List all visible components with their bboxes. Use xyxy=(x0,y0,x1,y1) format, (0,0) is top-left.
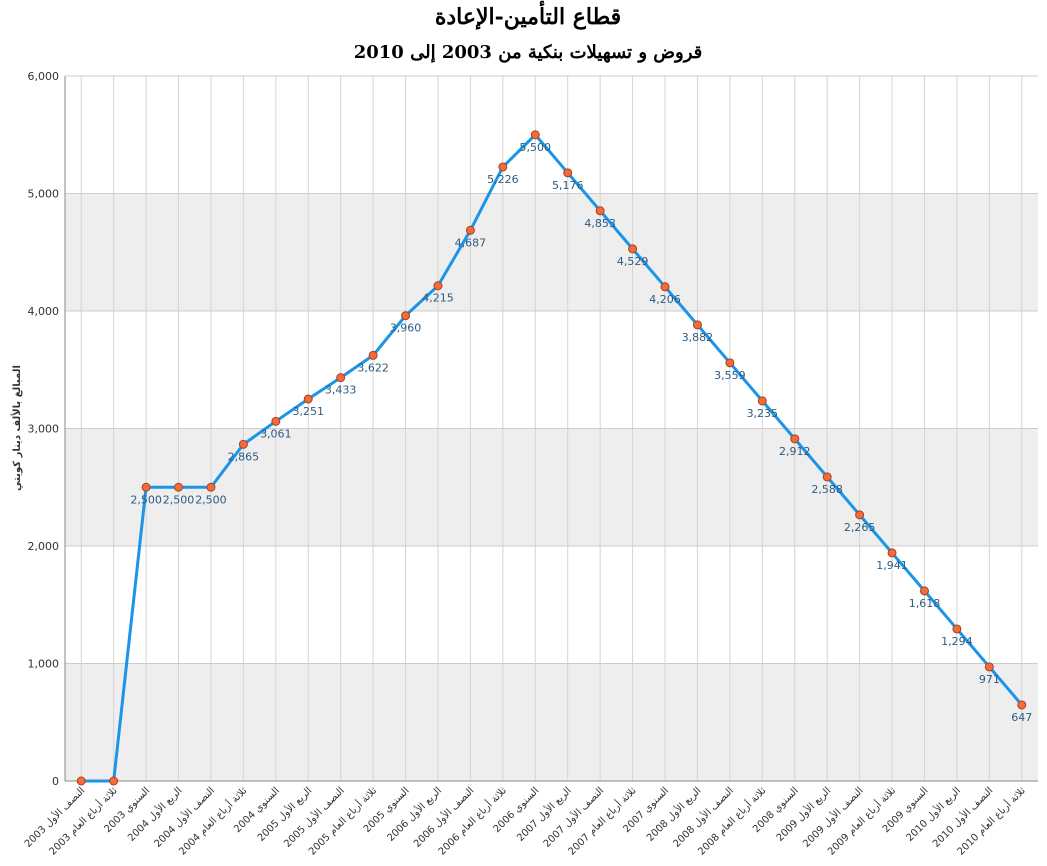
data-label: 2,865 xyxy=(228,450,260,463)
data-point xyxy=(238,439,248,449)
data-label: 4,529 xyxy=(617,255,649,268)
data-label: 2,500 xyxy=(195,493,227,506)
data-label: 647 xyxy=(1011,711,1032,724)
data-point xyxy=(563,168,573,178)
data-label: 2,588 xyxy=(811,483,843,496)
data-point xyxy=(174,482,184,492)
x-tick-label: النصف الأول 2003 xyxy=(21,784,87,850)
data-label: 2,500 xyxy=(130,493,162,506)
data-label: 3,559 xyxy=(714,369,746,382)
x-tick-label: الربع الأول 2008 xyxy=(644,784,704,844)
data-point xyxy=(790,434,800,444)
data-label: 4,687 xyxy=(455,236,487,249)
data-label: 5,226 xyxy=(487,173,519,186)
x-tick-label: النصف الأول 2009 xyxy=(800,784,866,850)
x-tick-label: الربع الأول 2010 xyxy=(903,784,963,844)
x-tick-label: الربع الأول 2006 xyxy=(384,784,444,844)
data-point xyxy=(465,225,475,235)
plot-band xyxy=(65,428,1038,546)
data-label: 3,622 xyxy=(357,361,389,374)
x-tick-label: الربع الأول 2004 xyxy=(125,784,185,844)
data-point xyxy=(919,586,929,596)
data-line xyxy=(81,132,1023,783)
x-tick-label: الربع الأول 2005 xyxy=(254,784,314,844)
data-point xyxy=(433,281,443,291)
data-point xyxy=(206,482,216,492)
data-label: 5,500 xyxy=(520,141,552,154)
data-label: 3,251 xyxy=(293,405,325,418)
y-tick-label: 6,000 xyxy=(28,70,60,83)
y-tick-label: 3,000 xyxy=(28,423,60,436)
data-label: 3,235 xyxy=(747,407,779,420)
data-point xyxy=(336,373,346,383)
x-tick-label: الربع الأول 2009 xyxy=(773,784,833,844)
data-point xyxy=(271,416,281,426)
data-label: 3,433 xyxy=(325,384,357,397)
data-label: 3,882 xyxy=(682,331,714,344)
x-tick-label: النصف الأول 2008 xyxy=(670,784,736,850)
data-point xyxy=(595,206,605,216)
data-label: 971 xyxy=(979,673,1000,686)
data-point xyxy=(141,482,151,492)
plot-band xyxy=(65,663,1038,781)
data-label: 1,618 xyxy=(909,597,941,610)
data-point xyxy=(822,472,832,482)
data-point xyxy=(660,282,670,292)
data-point xyxy=(725,358,735,368)
data-point xyxy=(984,662,994,672)
chart-title: قطاع التأمين-الإعادة xyxy=(435,0,621,31)
y-tick-label: 4,000 xyxy=(28,305,60,318)
x-tick-label: النصف الأول 2007 xyxy=(540,784,606,850)
data-point xyxy=(757,396,767,406)
x-tick-label: النصف الأول 2004 xyxy=(151,784,217,850)
x-tick-label: النصف الأول 2005 xyxy=(281,784,347,850)
data-label: 2,265 xyxy=(844,521,876,534)
y-tick-label: 1,000 xyxy=(28,658,60,671)
data-point xyxy=(530,130,540,140)
data-label: 4,853 xyxy=(584,217,616,230)
data-point xyxy=(401,311,411,321)
x-tick-label: النصف الأول 2006 xyxy=(411,784,477,850)
data-label: 1,294 xyxy=(941,635,973,648)
data-point xyxy=(109,776,119,786)
data-label: 2,912 xyxy=(779,445,811,458)
data-label: 4,206 xyxy=(649,293,681,306)
y-tick-label: 5,000 xyxy=(28,188,60,201)
data-point xyxy=(628,244,638,254)
y-tick-label: 0 xyxy=(52,775,59,788)
data-point xyxy=(368,350,378,360)
chart-subtitle: قروض و تسهيلات بنكية من 2003 إلى 2010 xyxy=(354,42,703,63)
data-point xyxy=(303,394,313,404)
data-label: 1,941 xyxy=(876,559,908,572)
x-tick-label: النصف الأول 2010 xyxy=(930,784,996,850)
y-axis-label: المبالغ بالألف دينار كويتي xyxy=(10,365,23,491)
data-point xyxy=(855,510,865,520)
data-label: 3,061 xyxy=(260,427,292,440)
data-label: 2,500 xyxy=(163,493,195,506)
data-label: 3,960 xyxy=(390,322,422,335)
data-point xyxy=(692,320,702,330)
data-point xyxy=(498,162,508,172)
data-point xyxy=(76,776,86,786)
data-point xyxy=(887,548,897,558)
data-label: 5,176 xyxy=(552,179,584,192)
y-tick-label: 2,000 xyxy=(28,540,60,553)
data-point xyxy=(952,624,962,634)
x-tick-label: الربع الأول 2007 xyxy=(514,784,574,844)
data-point xyxy=(1017,700,1027,710)
data-label: 4,215 xyxy=(422,292,454,305)
plot-band xyxy=(65,193,1038,311)
